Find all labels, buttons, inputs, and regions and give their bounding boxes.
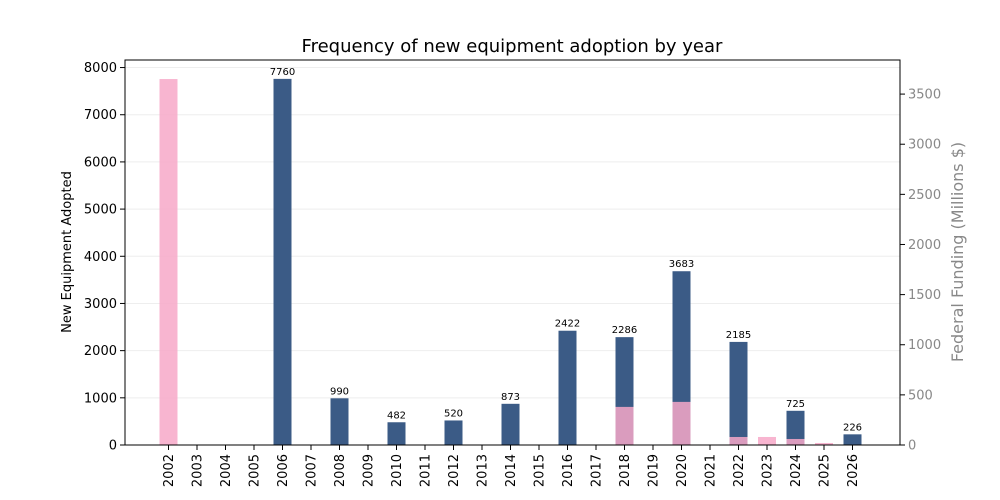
x-tick-label-2023: 2023	[761, 454, 776, 487]
bar-left-2024	[786, 410, 805, 445]
bar-left-2020	[672, 271, 691, 445]
bar-left-2012	[444, 420, 463, 445]
y-axis-right: 0 500 1000 1500 2000 2500 3000 3500	[900, 88, 941, 454]
x-tick-label-2026: 2026	[846, 454, 861, 487]
x-tick-label-2024: 2024	[789, 454, 804, 487]
y-tick-label-right: 1000	[908, 338, 941, 353]
x-tick-label-2002: 2002	[162, 454, 177, 487]
bar-left-2014	[501, 403, 520, 445]
bar-right-2022	[729, 436, 748, 445]
data-label-2012: 520	[444, 408, 463, 419]
x-tick-label-2022: 2022	[732, 454, 747, 487]
bar-right-2002	[159, 79, 178, 446]
y-tick-label-left: 1000	[84, 391, 117, 406]
x-tick-label-2016: 2016	[561, 454, 576, 487]
x-tick-label-2010: 2010	[390, 454, 405, 487]
bar-left-2006	[273, 78, 292, 445]
y-tick-label-right: 500	[908, 388, 933, 403]
bar-left-2010	[387, 422, 406, 445]
x-tick-label-2008: 2008	[333, 454, 348, 487]
data-label-2006: 7760	[270, 67, 295, 78]
y-tick-label-left: 6000	[84, 155, 117, 170]
bar-right-2018	[615, 406, 634, 445]
x-tick-label-2020: 2020	[675, 454, 690, 487]
y-tick-label-right: 2000	[908, 238, 941, 253]
y-tick-label-right: 3000	[908, 138, 941, 153]
y-tick-label-left: 2000	[84, 344, 117, 359]
x-tick-label-2006: 2006	[276, 454, 291, 487]
y-axis-label-left: New Equipment Adopted	[60, 171, 75, 333]
bar-right-2023	[758, 436, 776, 445]
y-tick-label-right: 0	[908, 439, 916, 454]
data-label-2008: 990	[330, 386, 349, 397]
data-label-2016: 2422	[555, 319, 580, 330]
bar-left-2022	[729, 341, 748, 445]
y-tick-label-left: 8000	[84, 61, 117, 76]
x-axis: 2002 2003 2004 2005 2006 2007 2008 2009 2010 2011…	[162, 445, 861, 487]
bar-right-2025	[815, 442, 833, 445]
x-tick-label-2017: 2017	[590, 454, 605, 487]
x-tick-label-2005: 2005	[248, 454, 263, 487]
x-tick-label-2012: 2012	[447, 454, 462, 487]
bar-left-2016	[558, 330, 577, 445]
data-label-2026: 226	[843, 422, 862, 433]
data-label-2014: 873	[501, 392, 520, 403]
x-tick-label-2009: 2009	[362, 454, 377, 487]
x-tick-label-2021: 2021	[704, 454, 719, 487]
x-tick-label-2015: 2015	[533, 454, 548, 487]
y-tick-label-left: 4000	[84, 250, 117, 265]
y-tick-label-left: 5000	[84, 203, 117, 218]
y-tick-label-left: 0	[109, 439, 117, 454]
y-tick-label-right: 1500	[908, 288, 941, 303]
x-tick-label-2011: 2011	[419, 454, 434, 487]
data-labels: 7760 990 482 520 873 2422 2286 3683 2185 725 226	[270, 67, 862, 433]
y-tick-label-left: 7000	[84, 108, 117, 123]
bar-right-2020	[672, 401, 691, 445]
x-tick-label-2025: 2025	[818, 454, 833, 487]
y-axis-left: 0 1000 2000 3000 4000 5000 6000 7000 8000	[84, 61, 125, 454]
data-label-2010: 482	[387, 410, 406, 421]
y-tick-label-right: 3500	[908, 88, 941, 103]
bar-right-2024	[786, 438, 805, 445]
plot-frame	[124, 59, 901, 446]
x-tick-label-2018: 2018	[618, 454, 633, 487]
bar-left-2008	[330, 398, 349, 445]
x-tick-label-2007: 2007	[305, 454, 320, 487]
data-label-2020: 3683	[669, 259, 694, 270]
data-label-2024: 725	[786, 399, 805, 410]
x-tick-label-2019: 2019	[647, 454, 662, 487]
y-axis-label-right: Federal Funding (Millions $)	[948, 142, 967, 362]
x-tick-label-2004: 2004	[219, 454, 234, 487]
x-tick-label-2003: 2003	[191, 454, 206, 487]
y-tick-label-right: 2500	[908, 188, 941, 203]
x-tick-label-2013: 2013	[476, 454, 491, 487]
data-label-2018: 2286	[612, 325, 637, 336]
y-tick-label-left: 3000	[84, 297, 117, 312]
grid-lines	[125, 67, 900, 446]
bar-left-2026	[843, 434, 862, 445]
x-tick-label-2014: 2014	[504, 454, 519, 487]
left-series-bars	[273, 78, 862, 445]
data-label-2022: 2185	[726, 330, 751, 341]
chart-title: Frequency of new equipment adoption by y…	[302, 36, 723, 57]
right-series-bars	[159, 79, 833, 446]
